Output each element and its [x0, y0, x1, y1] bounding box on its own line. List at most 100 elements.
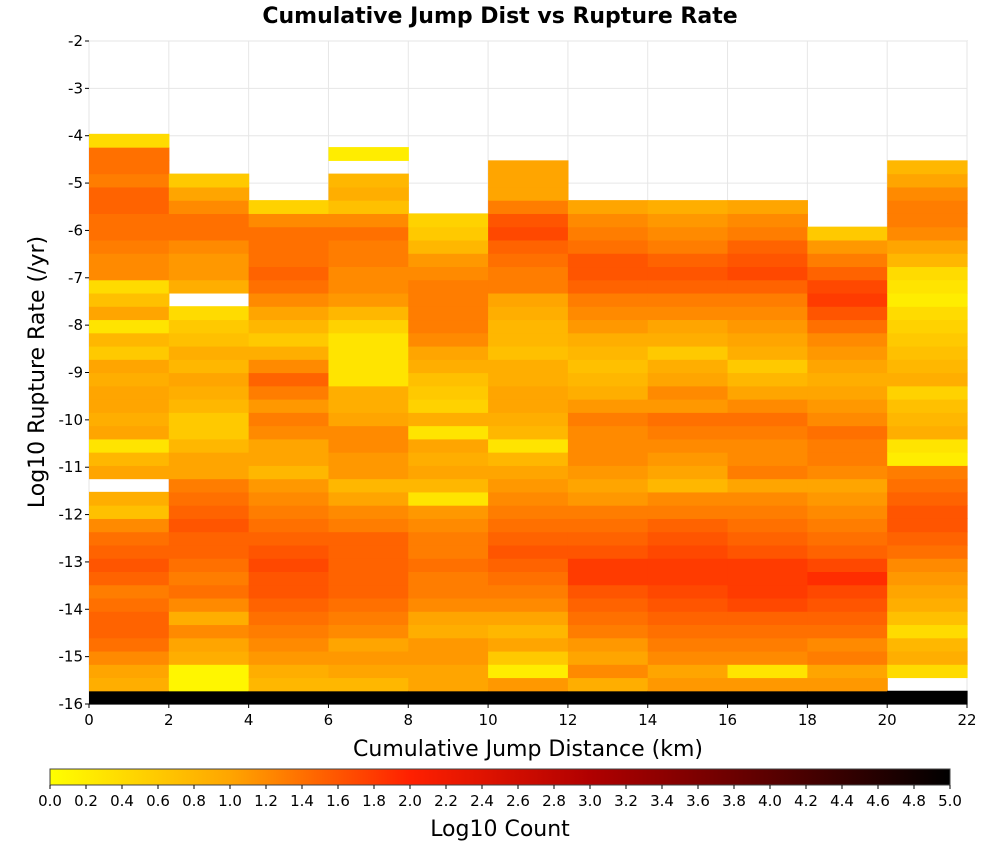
heatmap-cell	[807, 677, 888, 692]
heatmap-cell	[807, 478, 888, 493]
heatmap-cell	[488, 359, 569, 374]
heatmap-cell	[488, 531, 569, 546]
heatmap-cell	[567, 518, 649, 533]
heatmap-cell	[168, 385, 250, 400]
heatmap-cell	[647, 319, 729, 334]
colorbar-tick-label: 2.6	[506, 792, 530, 810]
heatmap-cell	[488, 597, 569, 612]
heatmap-cell	[727, 399, 808, 413]
heatmap-cell	[89, 147, 170, 161]
heatmap-cell	[248, 584, 330, 599]
heatmap-cell	[408, 544, 489, 559]
heatmap-cell	[567, 584, 649, 599]
heatmap-cell	[328, 279, 409, 294]
heatmap-cell	[89, 359, 170, 374]
heatmap-cell	[408, 372, 489, 387]
y-tick-label: -11	[59, 458, 84, 476]
heatmap-cell	[168, 345, 250, 360]
heatmap-cell	[168, 412, 250, 427]
heatmap-cell	[328, 399, 409, 413]
heatmap-cell	[408, 478, 489, 493]
colorbar-tick-label: 0.6	[146, 792, 170, 810]
heatmap-cell	[89, 664, 170, 679]
heatmap-cell	[248, 279, 330, 294]
y-tick-label: -13	[59, 553, 84, 571]
heatmap-cell	[89, 266, 170, 281]
heatmap-cell	[168, 226, 250, 241]
heatmap-cell	[488, 452, 569, 466]
heatmap-cell	[89, 133, 170, 148]
heatmap-cell	[408, 385, 489, 400]
heatmap-cell	[328, 319, 409, 334]
heatmap-cell	[567, 544, 649, 559]
heatmap-cell	[647, 465, 729, 480]
heatmap-cell	[328, 213, 409, 228]
heatmap-cell	[488, 319, 569, 334]
heatmap-cell	[328, 226, 409, 241]
heatmap-cell	[328, 597, 409, 612]
heatmap-cell	[248, 306, 330, 321]
heatmap-cell	[488, 345, 569, 360]
heatmap-cell	[647, 226, 729, 241]
heatmap-cell	[168, 213, 250, 228]
heatmap-cell	[807, 306, 888, 321]
heatmap-cell	[328, 571, 409, 586]
colorbar-tick-label: 0.2	[74, 792, 98, 810]
heatmap-cell	[248, 399, 330, 413]
y-tick-label: -8	[68, 316, 83, 334]
heatmap-cell	[248, 239, 330, 254]
heatmap-cell	[727, 372, 808, 387]
heatmap-cell	[89, 650, 170, 665]
heatmap-cell	[887, 319, 968, 334]
y-tick-label: -7	[68, 269, 83, 287]
heatmap-cell	[727, 200, 808, 214]
heatmap-cell	[887, 160, 968, 175]
heatmap-cell	[887, 292, 968, 307]
heatmap-cell	[807, 637, 888, 652]
heatmap-cell	[567, 425, 649, 440]
heatmap-cell	[567, 465, 649, 480]
heatmap-cell	[89, 544, 170, 559]
colorbar-tick-label: 2.0	[398, 792, 422, 810]
heatmap-cell	[887, 266, 968, 281]
heatmap-cell	[567, 213, 649, 228]
heatmap-cell	[168, 425, 250, 440]
heatmap-cell	[89, 637, 170, 652]
heatmap-cell	[328, 624, 409, 639]
heatmap-cell	[408, 239, 489, 254]
heatmap-cell	[89, 292, 170, 307]
heatmap-cell	[248, 624, 330, 639]
x-tick-label: 18	[798, 711, 817, 729]
heatmap-cell	[807, 399, 888, 413]
heatmap-cell	[887, 584, 968, 599]
heatmap-cell	[488, 690, 569, 705]
heatmap-cell	[807, 359, 888, 374]
heatmap-cell	[168, 544, 250, 559]
heatmap-cell	[488, 399, 569, 413]
colorbar	[49, 768, 951, 786]
heatmap-cell	[567, 650, 649, 665]
colorbar-tick-label: 3.0	[578, 792, 602, 810]
heatmap-cell	[89, 345, 170, 360]
heatmap-cell	[887, 213, 968, 228]
heatmap-cell	[647, 332, 729, 347]
heatmap-cell	[887, 372, 968, 387]
heatmap-cell	[488, 664, 569, 679]
heatmap-cell	[488, 544, 569, 559]
heatmap-cell	[488, 584, 569, 599]
heatmap-cell	[887, 399, 968, 413]
heatmap-cell	[567, 412, 649, 427]
heatmap-cell	[248, 637, 330, 652]
heatmap-cell	[887, 478, 968, 493]
heatmap-cell	[567, 677, 649, 692]
colorbar-ticks: 0.0 0.2 0.4 0.6 0.8 1.0 1.2 1.4 1.6 1.8 2.0 2.2 2.4 2…	[38, 785, 962, 810]
heatmap-cell	[727, 597, 808, 612]
heatmap-cell	[727, 505, 808, 519]
heatmap-cell	[647, 438, 729, 453]
heatmap-cell	[727, 571, 808, 586]
heatmap-cell	[727, 385, 808, 400]
heatmap-cell	[248, 677, 330, 692]
heatmap-cell	[488, 611, 569, 626]
heatmap-cell	[567, 611, 649, 626]
heatmap-cell	[328, 677, 409, 692]
